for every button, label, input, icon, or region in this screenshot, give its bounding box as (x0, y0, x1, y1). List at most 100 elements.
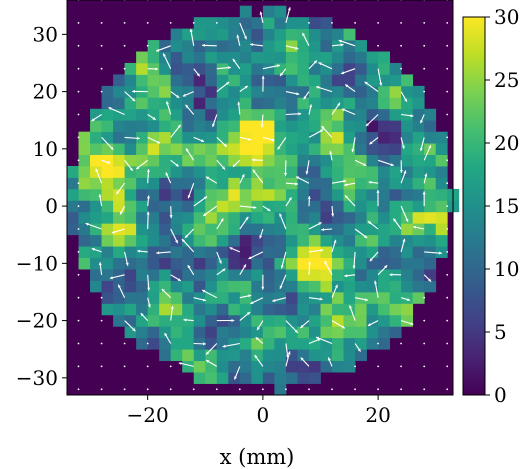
heatmap-cell (159, 257, 172, 270)
quiver-arrow-head (146, 169, 150, 172)
heatmap-cell (193, 303, 206, 316)
heatmap-cell (297, 372, 310, 384)
heatmap-cell (262, 85, 275, 98)
y-tick-label: −30 (16, 366, 58, 390)
heatmap-cell (159, 120, 172, 133)
quiver-arrow-head (296, 176, 300, 180)
heatmap-cell (297, 74, 310, 87)
heatmap-cell (124, 280, 137, 293)
heatmap-cell (320, 51, 333, 64)
heatmap-cell (285, 246, 298, 259)
heatmap-cell (274, 291, 287, 304)
heatmap-cell (435, 223, 448, 236)
heatmap-cell (412, 200, 425, 213)
heatmap-cell (78, 154, 91, 167)
heatmap-cell (355, 188, 367, 201)
quiver-dot (423, 365, 426, 368)
heatmap-plot (67, 0, 460, 396)
heatmap-cell (366, 131, 379, 144)
heatmap-cell (274, 131, 287, 144)
quiver-dot (377, 365, 379, 368)
heatmap-cell (355, 154, 367, 167)
heatmap-cell (113, 200, 126, 213)
heatmap-cell (205, 74, 218, 87)
heatmap-cell (412, 211, 425, 224)
heatmap-cell (90, 143, 102, 155)
quiver-arrow-head (250, 301, 254, 304)
quiver-arrow-head (185, 234, 189, 238)
heatmap-cell (297, 40, 310, 52)
heatmap-cell (389, 108, 402, 121)
heatmap-cell (193, 62, 206, 75)
y-tick-label: −20 (16, 309, 58, 333)
heatmap-cell (285, 372, 298, 384)
quiver-arrow-head (187, 265, 191, 269)
heatmap-cell (262, 154, 275, 167)
quiver-arrow-head (110, 146, 114, 150)
heatmap-cell (389, 257, 402, 270)
heatmap-cell (424, 269, 437, 281)
quiver-dot (146, 342, 149, 345)
quiver-dot (238, 388, 241, 391)
heatmap-cell (182, 360, 195, 373)
heatmap-cell (378, 200, 391, 213)
heatmap-cell (193, 154, 206, 167)
quiver-dot (77, 228, 80, 230)
heatmap-cell (228, 40, 241, 52)
heatmap-cell (285, 188, 298, 201)
quiver-dot (285, 388, 287, 391)
heatmap-cell (285, 85, 298, 98)
heatmap-cell (401, 143, 414, 155)
heatmap-cell (228, 269, 241, 281)
heatmap-cell (124, 143, 137, 155)
heatmap-cell (147, 97, 160, 110)
heatmap-cell (113, 108, 126, 121)
heatmap-cell (308, 372, 321, 384)
heatmap-cell (101, 120, 114, 133)
heatmap-cell (343, 74, 356, 87)
heatmap-cell (205, 154, 218, 167)
y-tick-label: 30 (33, 22, 58, 46)
heatmap-cell (251, 97, 264, 110)
quiver-arrow-head (279, 285, 283, 289)
quiver-dot (400, 342, 402, 345)
heatmap-cell (285, 223, 298, 236)
heatmap-cell (355, 211, 367, 224)
heatmap-cell (389, 85, 402, 98)
quiver-arrow-head (341, 71, 345, 75)
heatmap-cell (159, 143, 172, 155)
heatmap-cell (297, 337, 310, 350)
heatmap-cell (239, 360, 252, 373)
heatmap-cell (412, 246, 425, 259)
heatmap-cell (193, 360, 206, 373)
heatmap-cell (136, 246, 149, 259)
heatmap-cell (124, 154, 137, 167)
heatmap-cell (401, 166, 414, 178)
quiver-dot (446, 67, 449, 70)
heatmap-cell (193, 28, 206, 41)
quiver-arrow-head (189, 28, 193, 32)
quiver-arrow-head (420, 120, 423, 124)
colorbar-gradient (462, 16, 486, 396)
heatmap-cell (274, 97, 287, 110)
quiver-arrow-head (185, 104, 189, 108)
heatmap-cell (435, 246, 448, 259)
heatmap-cell (401, 131, 414, 144)
quiver-dot (423, 342, 426, 345)
heatmap-cell (308, 200, 321, 213)
heatmap-cell (274, 303, 287, 316)
heatmap-cell (159, 337, 172, 350)
heatmap-cell (320, 28, 333, 41)
heatmap-cell (205, 62, 218, 75)
heatmap-cell (320, 188, 333, 201)
colorbar-tick-label: 15 (494, 194, 519, 218)
heatmap-cell (67, 166, 79, 178)
heatmap-cell (297, 154, 310, 167)
heatmap-cell (332, 143, 344, 155)
heatmap-cell (193, 97, 206, 110)
quiver-arrow-head (107, 160, 111, 164)
heatmap-cell (262, 360, 275, 373)
quiver-arrow-head (248, 256, 252, 260)
heatmap-cell (262, 211, 275, 224)
quiver-arrow-head (177, 124, 181, 128)
